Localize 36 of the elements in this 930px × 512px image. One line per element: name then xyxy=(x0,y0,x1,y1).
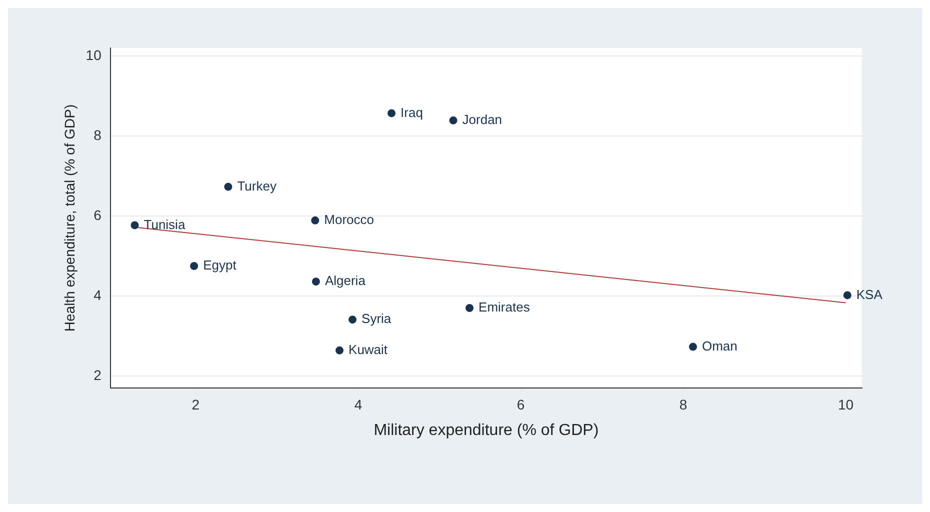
x-tick-label: 2 xyxy=(192,396,200,412)
point xyxy=(688,342,697,351)
point xyxy=(388,109,396,118)
point xyxy=(466,304,474,312)
point xyxy=(312,278,320,286)
x-tick-label: 6 xyxy=(516,396,525,412)
point xyxy=(449,116,458,124)
point xyxy=(336,346,344,354)
annotation: Tunisia xyxy=(144,216,186,232)
y-axis-title: Health expenditure, total (% of GDP) xyxy=(61,104,78,332)
annotation: Egypt xyxy=(203,258,237,273)
annotation: Kuwait xyxy=(348,342,388,357)
annotation: Oman xyxy=(702,338,738,354)
x-tick-label: 8 xyxy=(679,396,688,412)
annotation: Iraq xyxy=(400,104,423,120)
annotation: Jordan xyxy=(462,112,502,127)
y-tick-label: 2 xyxy=(94,366,102,383)
x-tick-label: 10 xyxy=(838,396,854,412)
annotation: Morocco xyxy=(324,212,374,227)
x-tick-label: 4 xyxy=(354,396,362,412)
point xyxy=(224,182,232,191)
point xyxy=(348,316,357,324)
y-tick-label: 10 xyxy=(86,46,102,63)
annotation: Turkey xyxy=(237,178,277,194)
point xyxy=(130,221,139,230)
point xyxy=(190,262,198,270)
y-tick-label: 4 xyxy=(94,286,102,303)
point xyxy=(843,291,852,300)
x-axis-title: Military expenditure (% of GDP) xyxy=(374,422,599,439)
annotation: Algeria xyxy=(324,273,366,288)
annotation: Emirates xyxy=(478,300,530,315)
point xyxy=(311,216,320,224)
annotation: Syria xyxy=(362,311,392,326)
y-tick-label: 6 xyxy=(94,206,102,223)
y-tick-label: 8 xyxy=(94,126,102,143)
annotation: KSA xyxy=(856,286,883,302)
